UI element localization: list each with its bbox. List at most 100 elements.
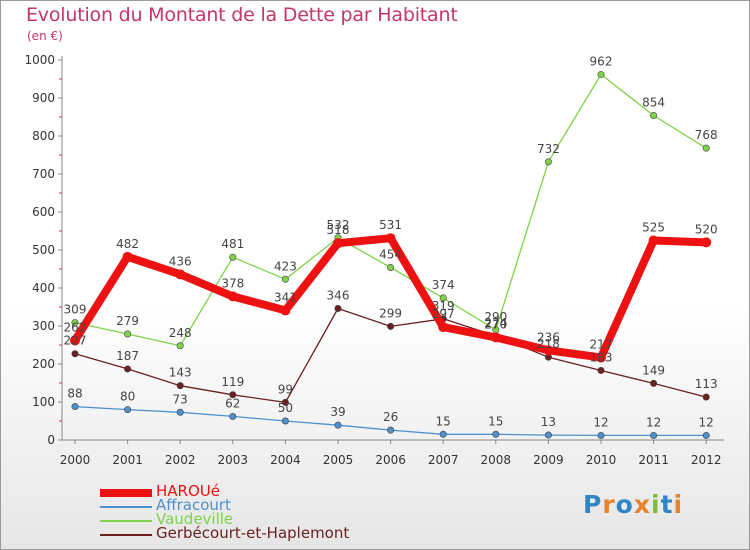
data-label-affracourt: 12	[646, 415, 661, 429]
data-point-haroue	[490, 332, 501, 343]
data-label-gerbecourt: 143	[169, 366, 192, 380]
data-label-vaudeville: 768	[695, 128, 718, 142]
data-point-gerbecourt	[229, 391, 237, 399]
legend-swatch	[100, 534, 152, 536]
data-label-gerbecourt: 218	[537, 337, 560, 351]
data-point-haroue	[701, 237, 712, 248]
x-tick-label: 2006	[375, 453, 406, 467]
x-tick-label: 2001	[112, 453, 143, 467]
data-label-affracourt: 26	[383, 410, 398, 424]
legend-label: HAROUé	[156, 482, 220, 500]
x-tick-label: 2003	[218, 453, 249, 467]
chart-title: Evolution du Montant de la Dette par Hab…	[26, 4, 458, 26]
x-tick-label: 2005	[323, 453, 354, 467]
data-label-vaudeville: 854	[642, 95, 665, 109]
data-label-vaudeville: 962	[590, 54, 613, 68]
data-label-gerbecourt: 346	[327, 289, 350, 303]
series-line-vaudeville	[74, 73, 707, 347]
data-point-haroue	[596, 352, 606, 363]
y-tick-label: 900	[32, 91, 55, 105]
chart-subtitle: (en €)	[27, 29, 63, 43]
data-point-vaudeville	[387, 263, 395, 271]
legend-swatch	[100, 520, 152, 522]
data-label-vaudeville: 532	[327, 218, 350, 232]
x-tick-label: 2011	[638, 453, 669, 467]
data-point-vaudeville	[176, 342, 184, 350]
data-point-vaudeville	[650, 111, 658, 119]
data-point-haroue	[543, 345, 554, 356]
data-point-haroue	[438, 322, 449, 333]
data-point-affracourt	[439, 430, 447, 438]
data-point-gerbecourt	[702, 393, 710, 401]
data-label-vaudeville: 732	[537, 142, 560, 156]
data-label-haroue: 482	[116, 237, 139, 251]
data-point-gerbecourt	[387, 322, 395, 330]
data-point-haroue	[122, 251, 133, 262]
y-tick-label: 300	[32, 319, 55, 333]
data-label-vaudeville: 481	[221, 237, 244, 251]
data-label-haroue: 270	[484, 317, 507, 331]
data-point-gerbecourt	[334, 305, 342, 313]
data-label-vaudeville: 423	[274, 259, 297, 273]
data-label-gerbecourt: 227	[64, 334, 87, 348]
data-point-affracourt	[492, 430, 500, 438]
data-label-affracourt: 15	[488, 414, 503, 428]
proxiti-logo: Proxiti	[583, 490, 684, 519]
x-tick-label: 2010	[586, 453, 617, 467]
y-tick-label: 200	[32, 357, 55, 371]
data-point-affracourt	[597, 431, 605, 439]
data-label-haroue: 217	[590, 338, 613, 352]
data-point-gerbecourt	[124, 365, 132, 373]
data-point-vaudeville	[229, 253, 237, 261]
data-label-vaudeville: 309	[64, 303, 87, 317]
data-point-vaudeville	[439, 294, 447, 302]
data-label-haroue: 520	[695, 222, 718, 236]
x-tick-label: 2009	[533, 453, 564, 467]
x-tick-label: 2007	[428, 453, 459, 467]
data-point-affracourt	[334, 421, 342, 429]
data-label-haroue: 436	[169, 254, 192, 268]
legend-label: Vaudeville	[156, 510, 234, 528]
data-label-affracourt: 88	[67, 387, 82, 401]
data-label-haroue: 236	[537, 330, 560, 344]
data-point-haroue	[70, 335, 80, 346]
data-label-gerbecourt: 113	[695, 377, 718, 391]
data-label-gerbecourt: 299	[379, 306, 402, 320]
data-label-vaudeville: 279	[116, 314, 139, 328]
y-tick-label: 100	[32, 395, 55, 409]
data-label-haroue: 525	[642, 221, 665, 235]
data-point-affracourt	[71, 403, 79, 411]
data-label-gerbecourt: 187	[116, 349, 139, 363]
data-point-affracourt	[281, 417, 289, 425]
data-label-haroue: 341	[274, 290, 297, 304]
data-label-haroue: 378	[221, 276, 244, 290]
data-point-gerbecourt	[597, 366, 605, 374]
data-point-haroue	[175, 269, 186, 280]
data-point-affracourt	[702, 431, 710, 439]
data-point-vaudeville	[281, 275, 289, 283]
data-point-gerbecourt	[650, 379, 658, 387]
y-tick-label: 800	[32, 129, 55, 143]
data-point-vaudeville	[71, 319, 79, 327]
data-label-affracourt: 50	[278, 401, 293, 415]
y-tick-label: 1000	[24, 53, 55, 67]
data-point-affracourt	[124, 406, 132, 414]
data-label-affracourt: 73	[173, 392, 188, 406]
data-point-affracourt	[229, 412, 237, 420]
data-point-gerbecourt	[71, 350, 79, 358]
data-label-affracourt: 15	[436, 414, 451, 428]
x-tick-label: 2012	[691, 453, 722, 467]
legend-label: Affracourt	[156, 496, 231, 514]
data-point-affracourt	[176, 408, 184, 416]
data-label-haroue: 531	[379, 218, 402, 232]
data-label-vaudeville: 248	[169, 326, 192, 340]
data-point-vaudeville	[544, 158, 552, 166]
data-point-affracourt	[650, 431, 658, 439]
data-point-affracourt	[544, 431, 552, 439]
data-point-haroue	[648, 235, 659, 246]
data-label-affracourt: 39	[330, 405, 345, 419]
data-label-affracourt: 62	[225, 396, 240, 410]
data-label-affracourt: 80	[120, 390, 135, 404]
